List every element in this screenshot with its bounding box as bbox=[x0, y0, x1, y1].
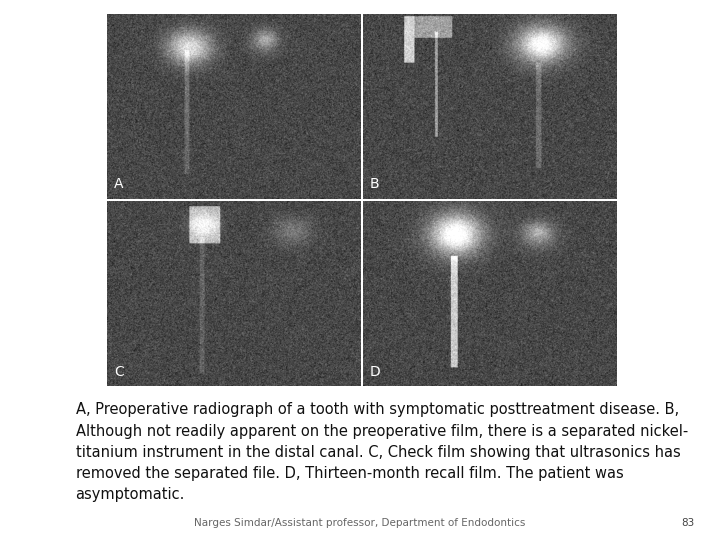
Text: A, Preoperative radiograph of a tooth with symptomatic posttreatment disease. B,: A, Preoperative radiograph of a tooth wi… bbox=[76, 402, 688, 502]
Text: D: D bbox=[370, 364, 381, 379]
Text: 83: 83 bbox=[682, 518, 695, 528]
Text: B: B bbox=[370, 177, 379, 191]
Text: A: A bbox=[114, 177, 124, 191]
Text: C: C bbox=[114, 364, 124, 379]
Text: Narges Simdar/Assistant professor, Department of Endodontics: Narges Simdar/Assistant professor, Depar… bbox=[194, 518, 526, 528]
